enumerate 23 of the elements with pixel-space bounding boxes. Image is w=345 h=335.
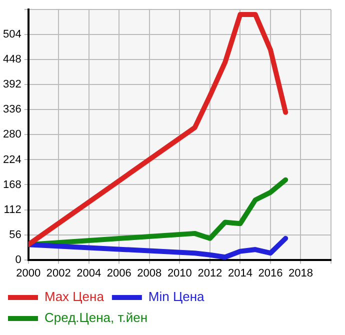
y-tick-label: 224 [2, 154, 22, 166]
y-tick-label: 504 [2, 28, 22, 41]
y-tick-label: 336 [2, 104, 22, 116]
x-tick-label: 2008 [137, 267, 162, 280]
y-tick-label: 0 [15, 254, 22, 266]
legend-label: Min Цена [148, 289, 206, 304]
legend-label: Max Цена [44, 289, 105, 304]
y-tick-label: 56 [9, 228, 22, 241]
x-tick-label: 2004 [76, 267, 102, 280]
y-tick-label: 168 [2, 178, 22, 191]
x-tick-label: 2018 [288, 267, 313, 280]
y-tick-label: 392 [2, 78, 22, 91]
x-tick-label: 2012 [198, 267, 222, 280]
x-tick-label: 2006 [106, 267, 132, 280]
legend-label: Сред.Цена, т.йен [44, 310, 148, 326]
x-tick-label: 2014 [228, 267, 252, 280]
y-tick-label: 448 [2, 54, 22, 66]
x-tick-label: 2002 [46, 267, 71, 280]
x-tick-label: 2010 [167, 267, 192, 280]
y-tick-label: 280 [2, 128, 22, 141]
x-tick-label: 2000 [16, 267, 41, 280]
x-tick-label: 2016 [258, 267, 283, 280]
y-tick-label: 112 [4, 204, 22, 216]
